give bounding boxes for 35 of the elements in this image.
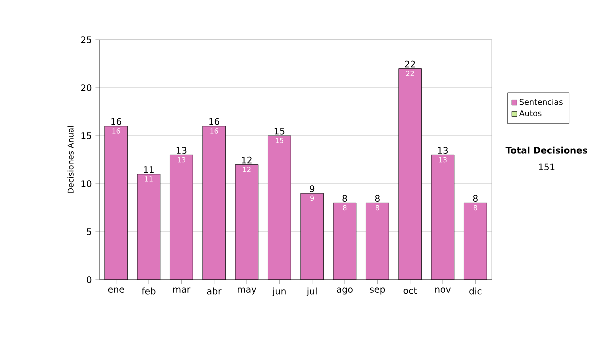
y-tick-label: 20 (81, 84, 92, 92)
total-label: 8 (473, 195, 478, 202)
total-label: 12 (242, 156, 252, 164)
text: 151 (539, 164, 555, 171)
total-label: 9 (310, 186, 315, 192)
x-tick-label: ene (108, 288, 124, 293)
total-label: 11 (144, 166, 154, 174)
y-axis-title: Decisiones Anual (68, 126, 74, 194)
y-tick-label: 5 (87, 228, 92, 236)
x-tick-label: feb (142, 288, 156, 295)
legend-label: Sentencias (520, 99, 563, 106)
x-tick-label: sep (370, 288, 386, 295)
x-tick-label: nov (436, 288, 452, 293)
total-label: 15 (274, 128, 285, 135)
total-label: 8 (375, 195, 380, 202)
y-tick-label: 25 (81, 36, 92, 44)
y-tick-label: 10 (82, 180, 92, 188)
x-tick-label: oct (404, 288, 418, 294)
total-label: 8 (342, 195, 348, 202)
x-tick-label: jul (306, 288, 317, 296)
x-tick-label: ago (337, 288, 353, 295)
total-label: 13 (176, 147, 187, 154)
x-tick-label: jun (272, 288, 286, 296)
y-tick-label: 0 (87, 276, 92, 284)
x-tick-label: mar (174, 288, 191, 293)
total-label: 22 (405, 60, 416, 68)
x-tick-label: dic (470, 288, 482, 295)
total-label: 16 (112, 118, 122, 126)
x-tick-label: may (238, 288, 257, 295)
legend-label: Autos (519, 110, 542, 117)
y-tick-label: 15 (82, 132, 92, 140)
x-tick-label: abr (207, 288, 222, 295)
text: Total Decisiones (506, 146, 588, 154)
total-label: 16 (210, 118, 220, 126)
total-label: 13 (438, 147, 448, 154)
